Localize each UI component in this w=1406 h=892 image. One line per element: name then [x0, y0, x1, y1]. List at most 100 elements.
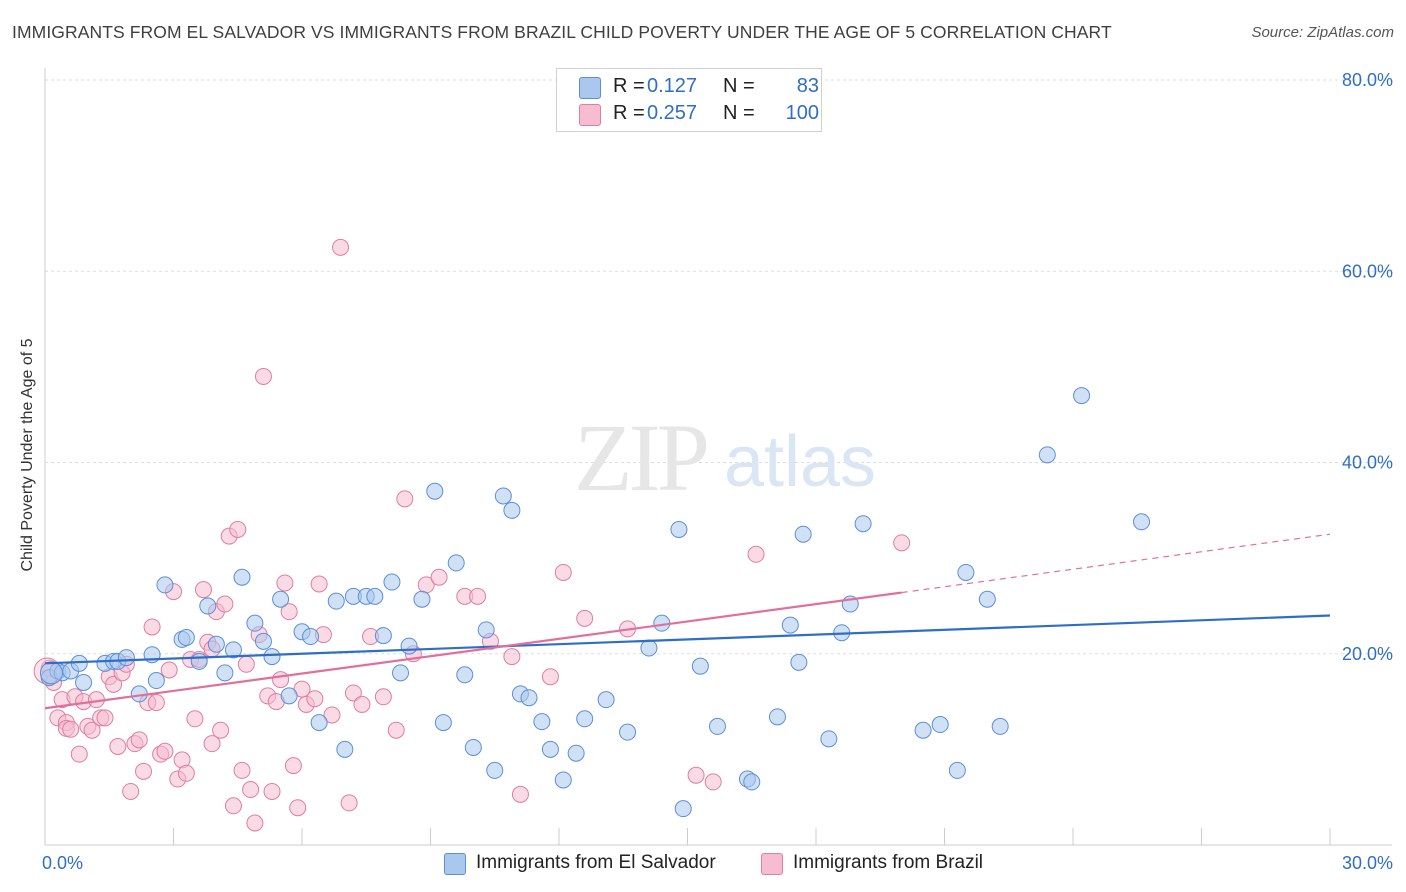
- el-salvador-point: [597, 691, 615, 709]
- brazil-point: [353, 695, 371, 713]
- el-salvador-point: [392, 664, 410, 682]
- brazil-trendline: [44, 591, 902, 710]
- legend-n-label: N =: [723, 102, 755, 124]
- el-salvador-point: [366, 587, 384, 605]
- brazil-trendline-extension: [901, 533, 1331, 594]
- legend-label-brazil: Immigrants from Brazil: [793, 852, 984, 873]
- x-tick-label: 30.0%: [1342, 853, 1393, 873]
- brazil-point: [212, 721, 230, 739]
- brazil-point: [237, 655, 255, 673]
- brazil-point: [306, 690, 324, 708]
- y-tick-label: 80.0%: [1342, 70, 1393, 90]
- brazil-point: [276, 574, 294, 592]
- brazil-point: [83, 721, 101, 739]
- brazil-point: [511, 785, 529, 803]
- el-salvador-point: [207, 635, 225, 653]
- brazil-point: [387, 721, 405, 739]
- brazil-point: [229, 520, 247, 538]
- el-salvador-point: [254, 632, 272, 650]
- el-salvador-point: [576, 710, 594, 728]
- el-salvador-point: [743, 773, 761, 791]
- brazil-point: [254, 367, 272, 385]
- brazil-point: [323, 706, 341, 724]
- brazil-point: [747, 545, 765, 563]
- el-salvador-point: [336, 740, 354, 758]
- brazil-point: [289, 799, 307, 817]
- brazil-point: [541, 668, 559, 686]
- y-tick-label: 60.0%: [1342, 261, 1393, 281]
- el-salvador-point: [477, 621, 495, 639]
- legend-n-label: N =: [723, 75, 755, 97]
- el-salvador-point: [190, 652, 208, 670]
- brazil-point: [105, 675, 123, 693]
- axes: [44, 68, 1392, 846]
- brazil-point: [130, 731, 148, 749]
- x-tick-label: 0.0%: [42, 853, 83, 873]
- el-salvador-point: [486, 761, 504, 779]
- brazil-point: [186, 710, 204, 728]
- brazil-point: [233, 761, 251, 779]
- brazil-point: [203, 735, 221, 753]
- el-salvador-point: [948, 761, 966, 779]
- brazil-point: [396, 490, 414, 508]
- el-salvador-point: [708, 717, 726, 735]
- el-salvador-point: [272, 590, 290, 608]
- legend-n-value: 83: [796, 75, 819, 97]
- brazil-point: [246, 814, 264, 832]
- el-salvador-point: [464, 738, 482, 756]
- legend-n-value: 100: [785, 102, 819, 124]
- correlation-legend: R = 0.127 N = 83 R = 0.257 N = 100: [556, 68, 822, 132]
- brazil-point: [310, 575, 328, 593]
- el-salvador-trendline: [44, 614, 1331, 665]
- el-salvador-point: [1038, 446, 1056, 464]
- brazil-point: [554, 563, 572, 581]
- el-salvador-point: [978, 590, 996, 608]
- grid-lines: [45, 79, 1392, 655]
- brazil-point: [503, 648, 521, 666]
- el-salvador-point: [674, 800, 692, 818]
- el-salvador-point: [494, 487, 512, 505]
- el-salvador-point: [434, 714, 452, 732]
- el-salvador-point: [216, 664, 234, 682]
- brazil-point: [469, 587, 487, 605]
- el-salvador-point: [117, 649, 135, 667]
- el-salvador-point: [156, 576, 174, 594]
- legend-r-value: 0.127: [647, 75, 698, 97]
- brazil-point: [156, 742, 174, 760]
- pink-swatch: [579, 104, 601, 126]
- el-salvador-point: [820, 730, 838, 748]
- el-salvador-point: [640, 639, 658, 657]
- chart-source: Source: ZipAtlas.com: [1251, 24, 1394, 41]
- blue-swatch: [444, 853, 466, 875]
- el-salvador-point: [75, 673, 93, 691]
- brazil-point: [143, 618, 161, 636]
- el-salvador-point: [794, 525, 812, 543]
- brazil-point: [62, 720, 80, 738]
- el-salvador-point: [383, 573, 401, 591]
- brazil-point: [194, 581, 212, 599]
- el-salvador-point: [567, 744, 585, 762]
- watermark-atlas: atlas: [724, 422, 876, 502]
- brazil-point: [284, 757, 302, 775]
- el-salvador-point: [619, 723, 637, 741]
- el-salvador-point: [400, 637, 418, 655]
- el-salvador-point: [327, 592, 345, 610]
- el-salvador-point: [931, 716, 949, 734]
- brazil-point: [280, 603, 298, 621]
- el-salvador-point: [199, 597, 217, 615]
- blue-swatch: [579, 77, 601, 99]
- el-salvador-point: [503, 501, 521, 519]
- brazil-point: [109, 738, 127, 756]
- el-salvador-point: [39, 661, 63, 685]
- el-salvador-point: [533, 713, 551, 731]
- y-tick-label: 20.0%: [1342, 644, 1393, 664]
- brazil-point: [344, 684, 362, 702]
- brazil-point: [242, 781, 260, 799]
- brazil-point: [340, 794, 358, 812]
- watermark: ZIP atlas: [574, 404, 876, 511]
- trend-lines: [44, 533, 1331, 710]
- el-salvador-point: [224, 641, 242, 659]
- el-salvador-point: [447, 554, 465, 572]
- brazil-point: [272, 671, 290, 689]
